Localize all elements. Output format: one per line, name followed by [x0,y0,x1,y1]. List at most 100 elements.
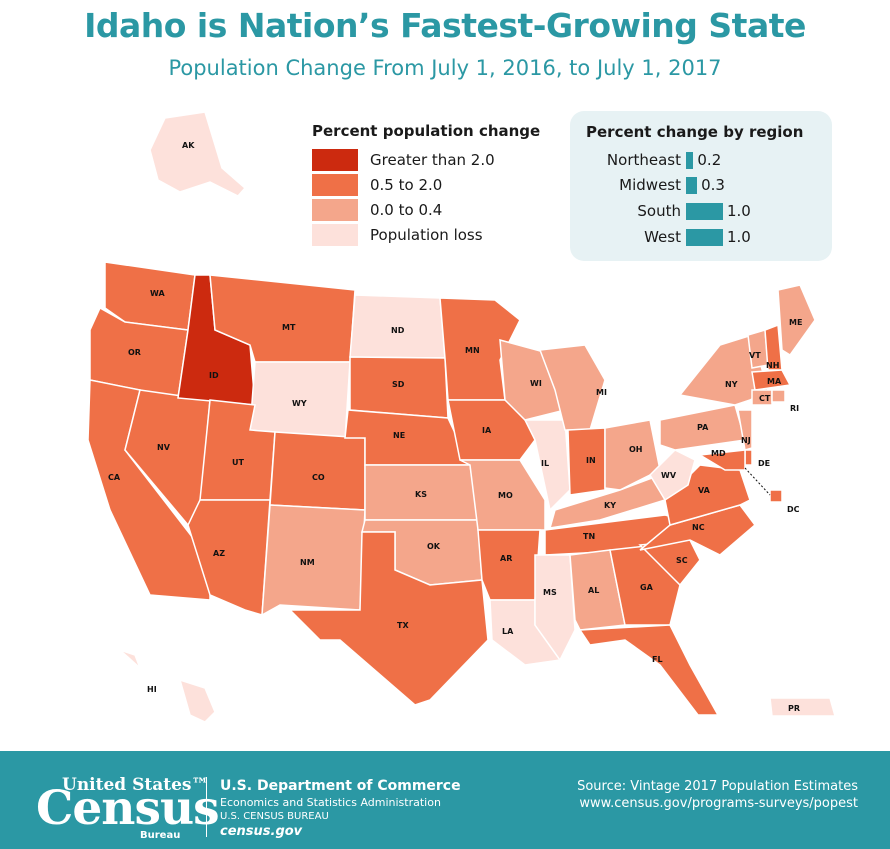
region-row: West 1.0 [570,226,832,248]
source-line: Source: Vintage 2017 Population Estimate… [577,779,858,794]
svg-text:SD: SD [392,380,405,389]
region-row: Northeast 0.2 [570,149,832,171]
svg-text:WI: WI [530,379,542,388]
svg-text:NC: NC [692,523,705,532]
svg-text:CT: CT [759,394,771,403]
state-IL [523,419,571,512]
state-NM [261,504,366,617]
svg-text:MO: MO [498,491,513,500]
legend-swatch [312,174,358,196]
legend: Percent population change Greater than 2… [312,122,562,248]
svg-text:PR: PR [788,704,800,713]
census-logo-sub: Bureau [140,830,181,841]
svg-text:IL: IL [541,459,549,468]
svg-text:IA: IA [482,426,492,435]
svg-text:FL: FL [652,655,663,664]
svg-text:OR: OR [128,348,141,357]
svg-text:WY: WY [292,399,307,408]
svg-text:NV: NV [157,443,171,452]
svg-text:IN: IN [586,456,596,465]
dept-line-3: U.S. CENSUS BUREAU [220,811,329,822]
region-row: Midwest 0.3 [570,174,832,196]
legend-title: Percent population change [312,122,541,140]
dept-line-2: Economics and Statistics Administration [220,796,441,809]
svg-text:CO: CO [312,473,325,482]
region-bar [686,177,698,194]
state-FL [578,624,720,716]
region-name: South [637,202,681,220]
state-MD [697,449,746,471]
svg-text:NY: NY [725,380,738,389]
state-PR [769,697,836,717]
legend-label: Population loss [370,226,483,244]
footer: United States™ Census Bureau U.S. Depart… [0,751,890,849]
svg-text:MT: MT [282,323,296,332]
svg-text:NE: NE [393,431,405,440]
state-MN [439,297,521,401]
svg-text:AR: AR [500,554,512,563]
legend-label: 0.5 to 2.0 [370,176,443,194]
region-bar [686,229,723,246]
svg-text:OH: OH [629,445,643,454]
state-CO [269,431,366,511]
region-value: 0.3 [701,176,725,194]
state-AK [149,111,247,197]
state-HI [119,649,216,723]
svg-text:WV: WV [661,471,677,480]
state-WV [649,449,696,502]
svg-text:LA: LA [502,627,514,636]
page-subtitle: Population Change From July 1, 2016, to … [168,56,722,80]
svg-text:NM: NM [300,558,315,567]
region-bar [686,203,723,220]
svg-text:DE: DE [758,459,770,468]
region-value: 1.0 [727,228,751,246]
census-logo-top: United States™ [62,775,209,795]
state-PA [659,404,746,451]
state-TX [288,531,489,706]
source-url[interactable]: www.census.gov/programs-surveys/popest [579,796,858,811]
svg-text:VT: VT [749,351,761,360]
svg-text:WA: WA [150,289,165,298]
state-AR [477,529,541,601]
region-value: 1.0 [727,202,751,220]
svg-text:MA: MA [767,377,782,386]
svg-text:TX: TX [397,621,409,630]
state-CT [751,389,773,406]
svg-text:PA: PA [697,423,709,432]
svg-text:OK: OK [427,542,441,551]
svg-text:AZ: AZ [213,549,225,558]
state-RI [771,389,786,403]
footer-divider [206,777,207,837]
legend-label: Greater than 2.0 [370,151,495,169]
region-change-panel: Percent change by region Northeast 0.2 M… [570,111,832,261]
region-row: South 1.0 [570,200,832,222]
svg-text:MN: MN [465,346,480,355]
census-logo: Census [36,781,220,836]
us-map: AK WA OR CA NV ID MT WY UT AZ CO NM ND S… [87,111,836,723]
region-panel-title: Percent change by region [586,123,804,141]
region-value: 0.2 [697,151,722,169]
svg-text:MS: MS [543,588,557,597]
svg-text:HI: HI [147,685,157,694]
svg-text:CA: CA [108,473,121,482]
svg-text:UT: UT [232,458,244,467]
svg-text:NJ: NJ [741,436,751,445]
svg-text:DC: DC [787,505,800,514]
svg-text:ME: ME [789,318,802,327]
census-gov-link[interactable]: census.gov [220,824,303,839]
svg-text:KS: KS [415,490,427,499]
legend-label: 0.0 to 0.4 [370,201,443,219]
svg-text:MD: MD [711,449,726,458]
state-DE [744,449,753,466]
svg-text:GA: GA [640,583,654,592]
region-name: West [644,228,681,246]
state-MS [534,554,576,662]
svg-text:ND: ND [391,326,405,335]
state-ME [777,284,816,357]
svg-text:MI: MI [596,388,607,397]
svg-text:ID: ID [209,371,219,380]
legend-item: Greater than 2.0 [312,148,562,172]
region-name: Northeast [606,151,681,169]
dept-line-1: U.S. Department of Commerce [220,778,461,794]
legend-swatch [312,224,358,246]
